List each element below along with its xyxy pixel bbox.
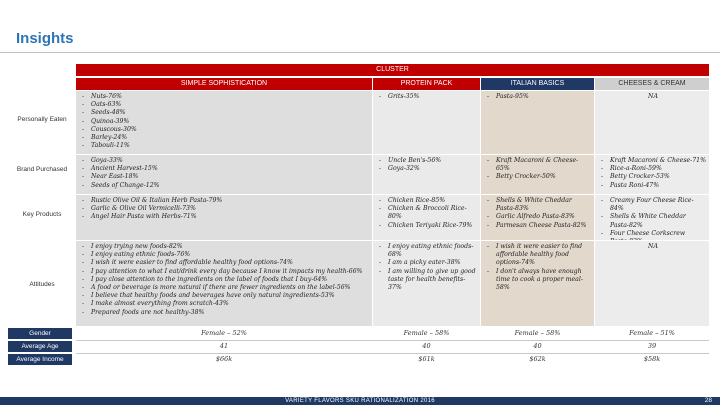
list-item: Prepared foods are not healthy-38%: [82, 309, 369, 317]
row-divider: [76, 353, 709, 354]
list-item: I believe that healthy foods and beverag…: [82, 292, 369, 300]
cell-simple-brand-purchased: Goya-33% Ancient Harvest-15% Near East-1…: [76, 155, 372, 194]
list-item: I make almost everything from scratch-43…: [82, 300, 369, 308]
footer-bar: [0, 397, 720, 405]
cluster-header: CLUSTER: [76, 64, 709, 76]
row-divider: [76, 340, 709, 341]
cell-cheeses-key-products: Creamy Four Cheese Rice-84% Shells & Whi…: [595, 195, 709, 240]
list-item: Barley-24%: [82, 134, 369, 142]
list-item: Betty Crocker-53%: [601, 173, 706, 181]
list-item: I pay close attention to the ingredients…: [82, 276, 369, 284]
gender-simple: Female – 52%: [201, 329, 247, 337]
list-item: Uncle Ben's-56%: [379, 157, 477, 165]
list-item: Shells & White Cheddar Pasta-83%: [487, 197, 591, 213]
income-italian: $62k: [529, 355, 546, 363]
footer-label-average-age: Average Age: [8, 341, 72, 352]
list-item: Parmesan Cheese Pasta-82%: [487, 222, 591, 230]
gender-cheeses: Female – 51%: [629, 329, 675, 337]
row-label-brand-purchased: Brand Purchased: [16, 166, 68, 173]
income-simple: $66k: [215, 355, 233, 363]
gender-protein: Female – 58%: [403, 329, 450, 337]
age-italian: 40: [533, 342, 542, 350]
na-text: NA: [648, 243, 658, 250]
list-item: Nuts-76%: [82, 93, 369, 101]
list-item: Ancient Harvest-15%: [82, 165, 369, 173]
list-item: Garlic Alfredo Pasta-83%: [487, 213, 591, 221]
row-label-personally-eaten: Personally Eaten: [17, 116, 67, 123]
list-item: Shells & White Cheddar Pasta-82%: [601, 213, 706, 229]
list-item: Near East-18%: [82, 173, 369, 181]
list-item: Pasta Roni-47%: [601, 182, 706, 190]
list-item: Seeds-48%: [82, 109, 369, 117]
list-item: Tabouli-11%: [82, 142, 369, 150]
list-item: I am willing to give up good taste for h…: [379, 268, 477, 293]
list-item: Kraft Macaroni & Cheese-65%: [487, 157, 591, 173]
row-label-attitudes: Attitudes: [29, 281, 55, 288]
list-item: I don't always have enough time to cook …: [487, 268, 591, 293]
list-item: Garlic & Olive Oil Vermicelli-73%: [82, 205, 369, 213]
column-header-italian-basics: ITALIAN BASICS: [481, 78, 594, 90]
column-header-cheeses-cream: CHEESES & CREAM: [595, 78, 709, 90]
list-item: Chicken Rice-85%: [379, 197, 477, 205]
list-item: A food or beverage is more natural if th…: [82, 284, 369, 292]
list-item: Four Cheese Corkscrew Pasta-82%: [601, 230, 706, 240]
column-header-simple-sophistication: SIMPLE SOPHISTICATION: [76, 78, 372, 90]
na-text: NA: [648, 93, 658, 100]
cell-cheeses-personally-eaten: NA: [595, 91, 709, 154]
cell-italian-brand-purchased: Kraft Macaroni & Cheese-65% Betty Crocke…: [481, 155, 594, 194]
cell-protein-brand-purchased: Uncle Ben's-56% Goya-32%: [373, 155, 480, 194]
footer-label-average-income: Average Income: [8, 354, 72, 365]
age-cheeses: 39: [647, 342, 657, 350]
list-item: Pasta-95%: [487, 93, 591, 101]
age-protein: 40: [422, 342, 431, 350]
cell-simple-attitudes: I enjoy trying new foods-82% I enjoy eat…: [76, 241, 372, 326]
age-simple: 41: [219, 342, 229, 350]
row-label-key-products: Key Products: [22, 211, 62, 218]
list-item: I pay attention to what I eat/drink ever…: [82, 268, 369, 276]
list-item: Chicken Teriyaki Rice-79%: [379, 222, 477, 230]
title-divider: [0, 52, 720, 53]
list-item: Goya-33%: [82, 157, 369, 165]
cell-cheeses-attitudes: NA: [595, 241, 709, 326]
cell-italian-personally-eaten: Pasta-95%: [481, 91, 594, 154]
income-cheeses: $58k: [643, 355, 661, 363]
list-item: Kraft Macaroni & Cheese-71%: [601, 157, 706, 165]
list-item: Betty Crocker-50%: [487, 173, 591, 181]
cell-protein-attitudes: I enjoy eating ethnic foods-68% I am a p…: [373, 241, 480, 326]
cell-simple-key-products: Rustic Olive Oil & Italian Herb Pasta-79…: [76, 195, 372, 240]
page-title: Insights: [16, 30, 74, 47]
list-item: Seeds of Change-12%: [82, 182, 369, 190]
income-protein: $61k: [418, 355, 435, 363]
list-item: Goya-32%: [379, 165, 477, 173]
cell-simple-personally-eaten: Nuts-76% Oats-63% Seeds-48% Quinoa-39% C…: [76, 91, 372, 154]
cell-protein-personally-eaten: Grits-35%: [373, 91, 480, 154]
column-header-protein-pack: PROTEIN PACK: [373, 78, 480, 90]
list-item: Grits-35%: [379, 93, 477, 101]
footer-label-gender: Gender: [8, 328, 72, 339]
list-item: Rustic Olive Oil & Italian Herb Pasta-79…: [82, 197, 369, 205]
cell-italian-attitudes: I wish it were easier to find affordable…: [481, 241, 594, 326]
list-item: I enjoy trying new foods-82%: [82, 243, 369, 251]
gender-italian: Female – 58%: [514, 329, 561, 337]
list-item: I am a picky eater-38%: [379, 259, 477, 267]
cell-protein-key-products: Chicken Rice-85% Chicken & Broccoli Rice…: [373, 195, 480, 240]
list-item: Creamy Four Cheese Rice-84%: [601, 197, 706, 213]
list-item: I enjoy eating ethnic foods-76%: [82, 251, 369, 259]
cell-italian-key-products: Shells & White Cheddar Pasta-83% Garlic …: [481, 195, 594, 240]
list-item: I wish it were easier to find affordable…: [82, 259, 369, 267]
list-item: Chicken & Broccoli Rice-80%: [379, 205, 477, 221]
list-item: Oats-63%: [82, 101, 369, 109]
list-item: I wish it were easier to find affordable…: [487, 243, 591, 268]
list-item: Angel Hair Pasta with Herbs-71%: [82, 213, 369, 221]
list-item: Quinoa-39%: [82, 118, 369, 126]
list-item: Rice-a-Roni-59%: [601, 165, 706, 173]
page-number: 28: [704, 397, 712, 404]
list-item: I enjoy eating ethnic foods-68%: [379, 243, 477, 259]
list-item: Couscous-30%: [82, 126, 369, 134]
cell-cheeses-brand-purchased: Kraft Macaroni & Cheese-71% Rice-a-Roni-…: [595, 155, 709, 194]
footer-text: VARIETY FLAVORS SKU RATIONALIZATION 2016: [285, 398, 435, 404]
